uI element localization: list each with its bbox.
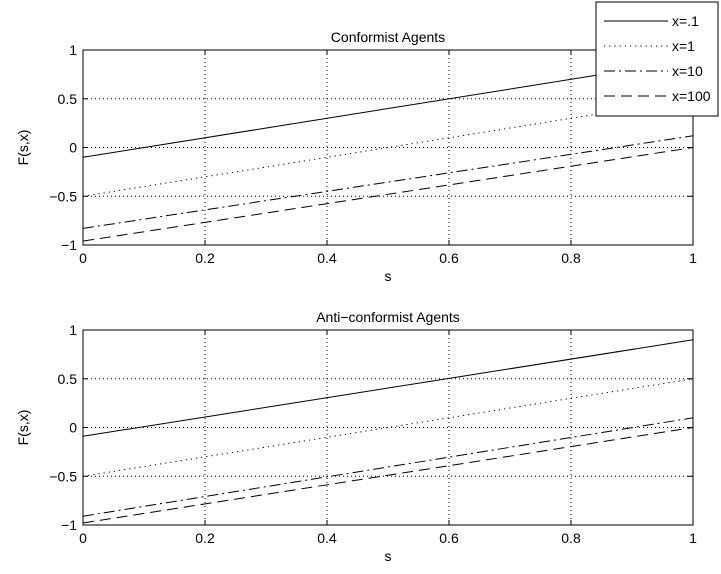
- y-tick-label: −0.5: [49, 188, 77, 204]
- x-tick-label: 0.2: [195, 530, 215, 546]
- x-tick-label: 0.8: [561, 250, 581, 266]
- chart-title: Conformist Agents: [331, 29, 445, 45]
- y-tick-label: 0.5: [58, 371, 78, 387]
- y-tick-label: −1: [61, 237, 77, 253]
- x-tick-label: 0.2: [195, 250, 215, 266]
- y-tick-label: 1: [69, 322, 77, 338]
- legend-label: x=.1: [672, 13, 699, 29]
- chart-title: Anti−conformist Agents: [316, 309, 460, 325]
- x-tick-label: 0.6: [439, 530, 459, 546]
- legend-label: x=1: [672, 38, 695, 54]
- y-tick-label: −0.5: [49, 468, 77, 484]
- legend-label: x=100: [672, 88, 711, 104]
- x-tick-label: 0.4: [317, 250, 337, 266]
- y-tick-label: 0: [69, 140, 77, 156]
- y-axis-label: F(s,x): [15, 130, 31, 166]
- series-line-x-100: [82, 147, 694, 242]
- series-line-1: [82, 339, 694, 437]
- legend: x=.1 x=1 x=10 x=100: [595, 1, 719, 117]
- y-tick-label: 0.5: [58, 91, 78, 107]
- x-axis-label: s: [385, 548, 392, 564]
- series-line-4: [82, 427, 694, 524]
- x-tick-label: 0.4: [317, 530, 337, 546]
- y-tick-label: −1: [61, 517, 77, 533]
- x-tick-label: 0: [79, 530, 87, 546]
- x-tick-label: 0.8: [561, 530, 581, 546]
- x-tick-label: 1: [689, 530, 697, 546]
- x-axis-label: s: [385, 268, 392, 284]
- chart-2: 0 0.2 0.4 0.6 0.8 1 −1 −0.5 0 0.5 1 Anti−conformist…: [15, 309, 697, 564]
- y-tick-label: 0: [69, 420, 77, 436]
- y-tick-label: 1: [69, 42, 77, 58]
- legend-label: x=10: [672, 63, 703, 79]
- x-tick-label: 1: [689, 250, 697, 266]
- series-line-3: [82, 417, 694, 517]
- y-axis-label: F(s,x): [15, 410, 31, 446]
- x-tick-label: 0.6: [439, 250, 459, 266]
- x-tick-label: 0: [79, 250, 87, 266]
- chart-1: 0 0.2 0.4 0.6 0.8 1 −1 −0.5 0 0.5 1 Conformist Agen…: [15, 1, 719, 284]
- series-line-x-10: [82, 135, 694, 229]
- series-line-x-1: [82, 59, 694, 158]
